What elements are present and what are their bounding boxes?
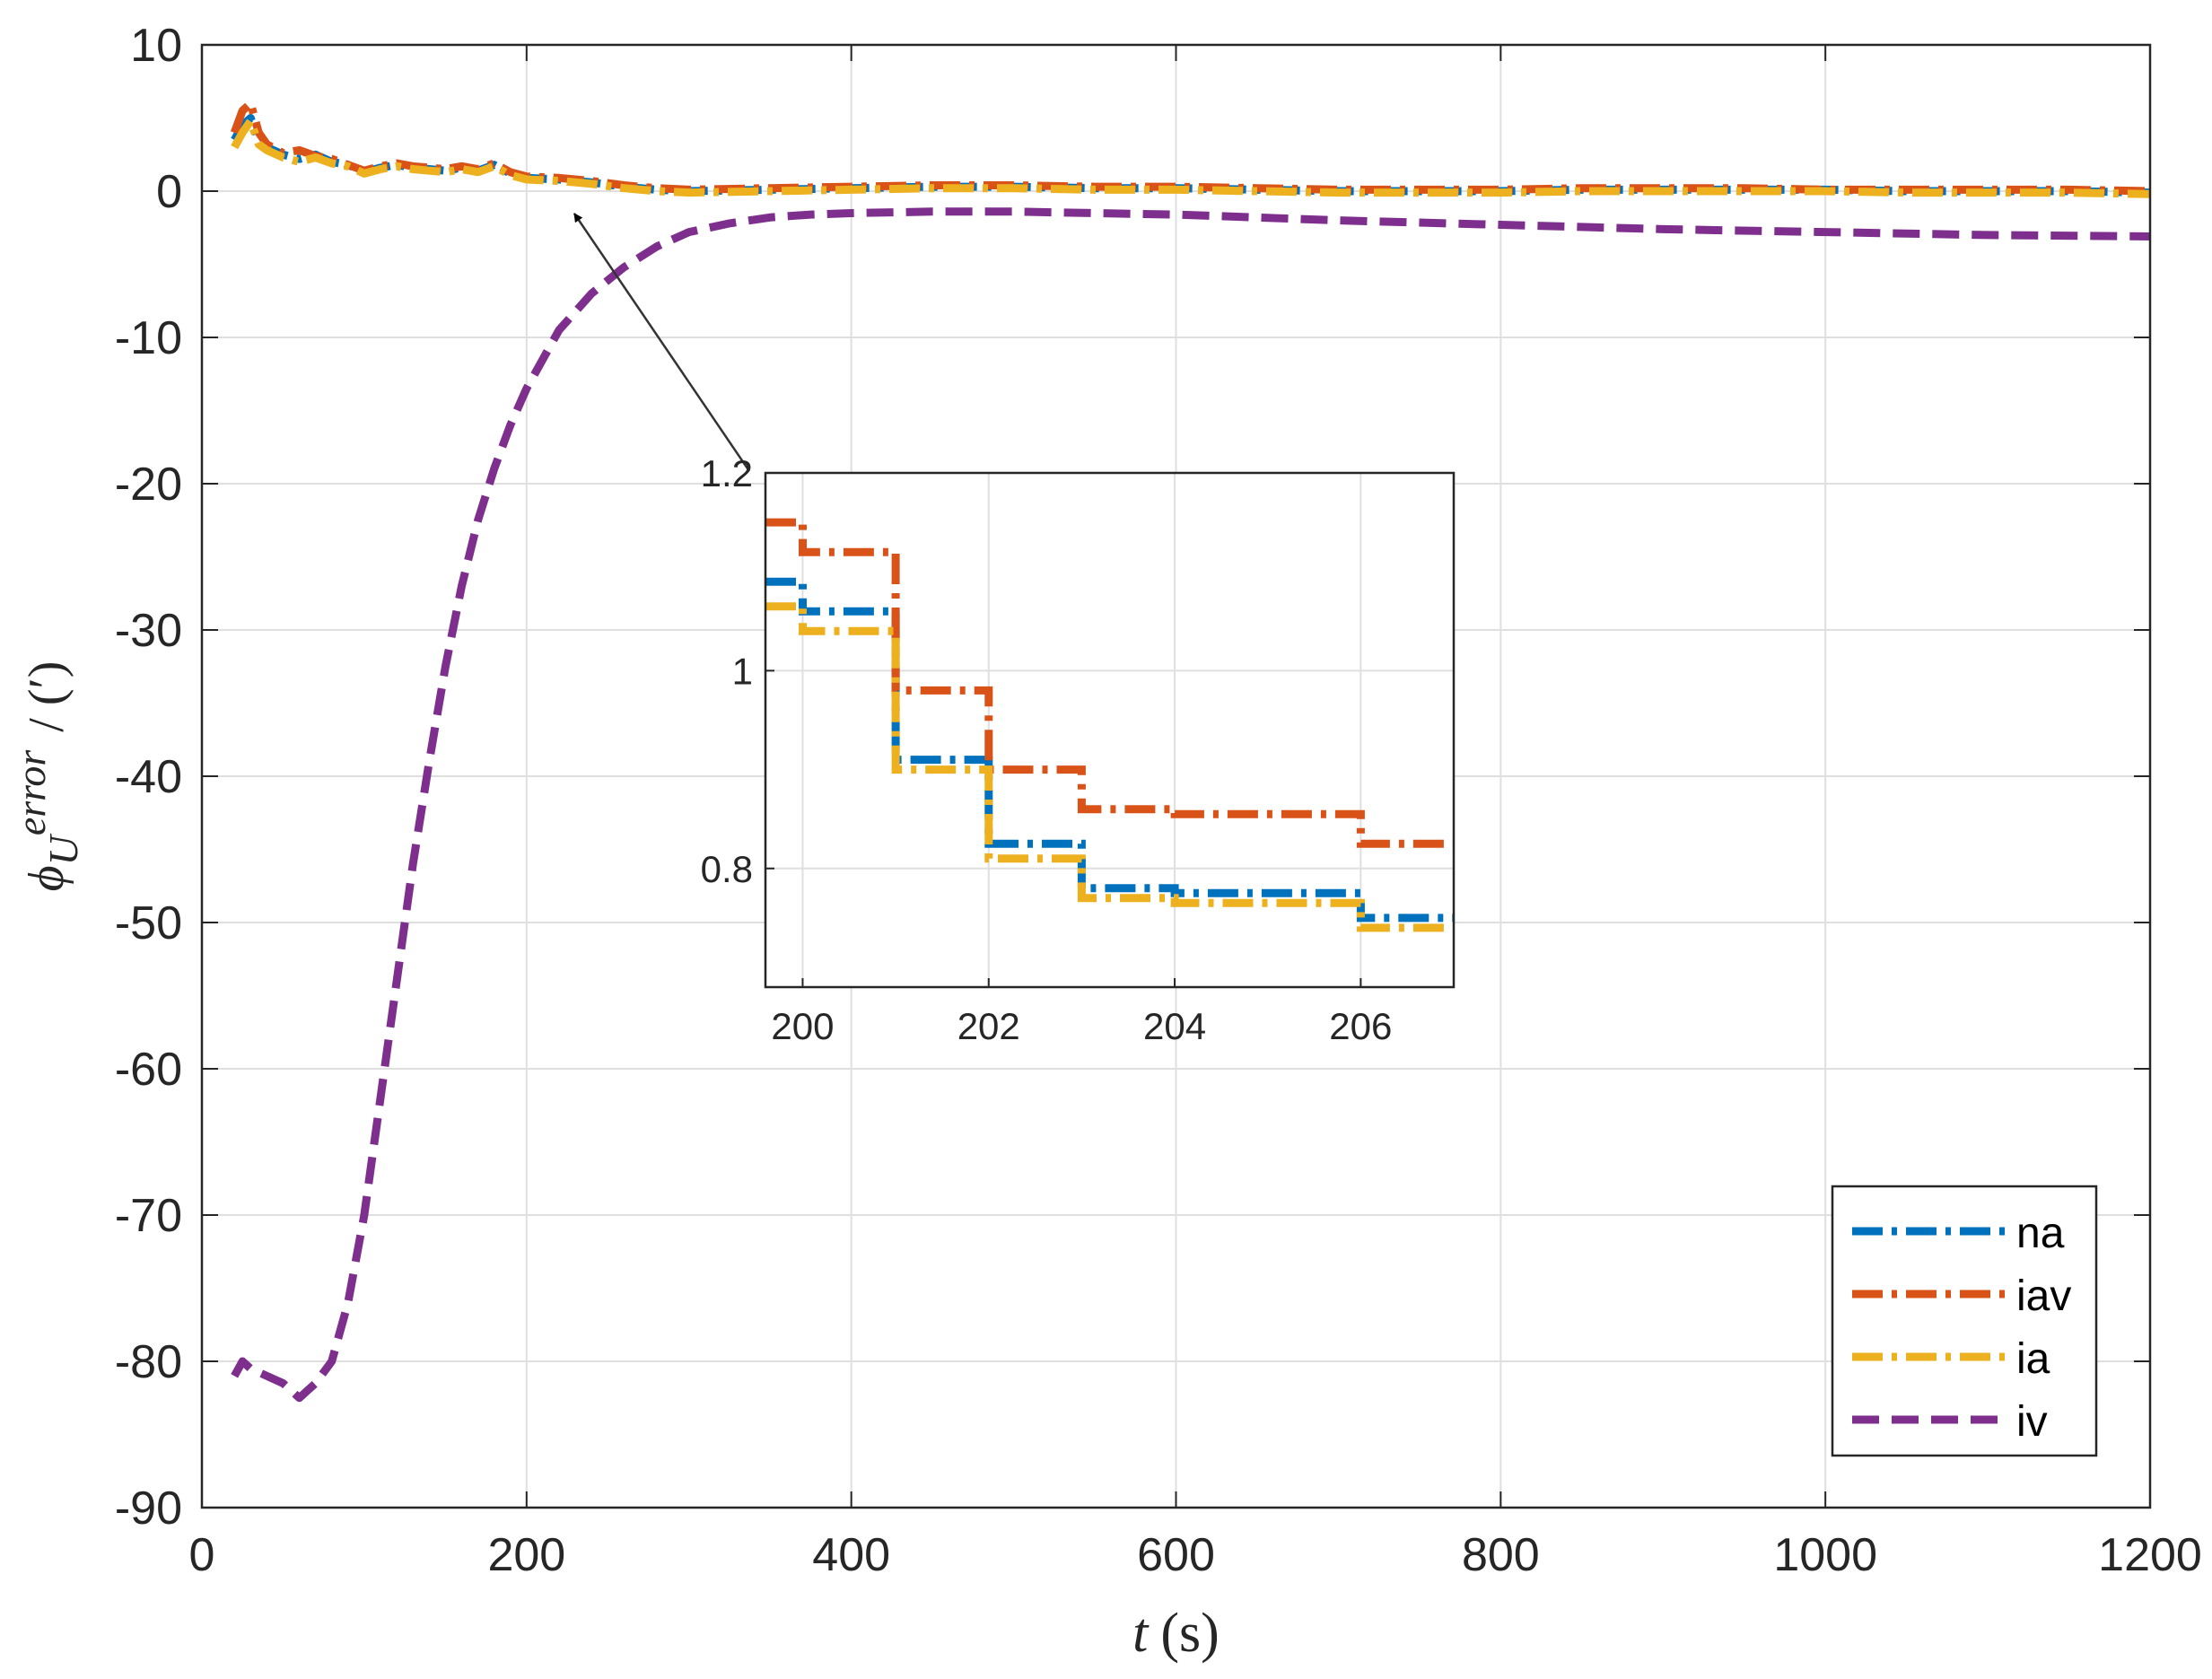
inset-y-tick-label: 0.8	[701, 848, 753, 890]
y-axis-symbol: ϕ	[19, 865, 74, 891]
y-tick-label: -20	[115, 459, 182, 511]
axis-labels: t (s) ϕUerror / (′)	[8, 661, 1220, 1664]
y-axis-subscript: U	[40, 833, 86, 865]
inset-x-tick-label: 206	[1329, 1005, 1392, 1047]
inset-chart: 200 202 204 206 1.2 1 0.8	[701, 452, 1456, 1047]
y-axis-unit: / (′)	[19, 661, 74, 732]
y-tick-label: -90	[115, 1482, 182, 1535]
inset-y-tick-label: 1	[732, 650, 753, 692]
inset-y-tick-label: 1.2	[701, 452, 753, 494]
y-axis-label: ϕUerror / (′)	[8, 661, 86, 892]
series-line-ia	[231, 117, 2151, 198]
inset-x-tick-label: 204	[1143, 1005, 1206, 1047]
y-tick-label: -60	[115, 1044, 182, 1096]
y-tick-label: 0	[156, 166, 182, 218]
legend-label-na: na	[2016, 1210, 2065, 1257]
x-tick-label: 1000	[1773, 1529, 1877, 1581]
x-tick-label: 0	[189, 1529, 215, 1581]
inset-frame	[764, 471, 1456, 989]
y-tick-label: -50	[115, 897, 182, 949]
x-tick-label: 600	[1137, 1529, 1215, 1581]
x-axis-variable: t	[1132, 1603, 1150, 1664]
legend-label-iv: iv	[2016, 1398, 2048, 1446]
plot-frame	[200, 43, 2152, 1509]
y-axis-superscript: error	[8, 749, 54, 836]
inset-series-line-na	[765, 577, 1454, 923]
inset-x-tick-label: 200	[771, 1005, 834, 1047]
legend-label-iav: iav	[2016, 1272, 2071, 1320]
x-tick-label: 1200	[2098, 1529, 2202, 1581]
x-tick-label: 800	[1462, 1529, 1540, 1581]
y-tick-label: -80	[115, 1336, 182, 1388]
y-tick-label: -10	[115, 312, 182, 364]
legend: na iav ia iv	[1831, 1185, 2098, 1457]
y-tick-label: -70	[115, 1190, 182, 1242]
series-line-iv	[231, 207, 2151, 1403]
y-tick-label: -40	[115, 751, 182, 803]
y-tick-label: -30	[115, 605, 182, 657]
x-tick-label: 200	[487, 1529, 565, 1581]
x-axis-label: t (s)	[1132, 1603, 1220, 1664]
x-tick-label: 400	[812, 1529, 890, 1581]
inset-series-line-ia	[765, 602, 1454, 932]
legend-label-ia: ia	[2016, 1335, 2050, 1383]
inset-series-line-iav	[765, 518, 1454, 848]
annotation-arrow	[573, 213, 751, 472]
x-axis-unit: (s)	[1160, 1603, 1219, 1664]
y-tick-label: 10	[130, 20, 182, 72]
inset-x-tick-label: 202	[957, 1005, 1020, 1047]
